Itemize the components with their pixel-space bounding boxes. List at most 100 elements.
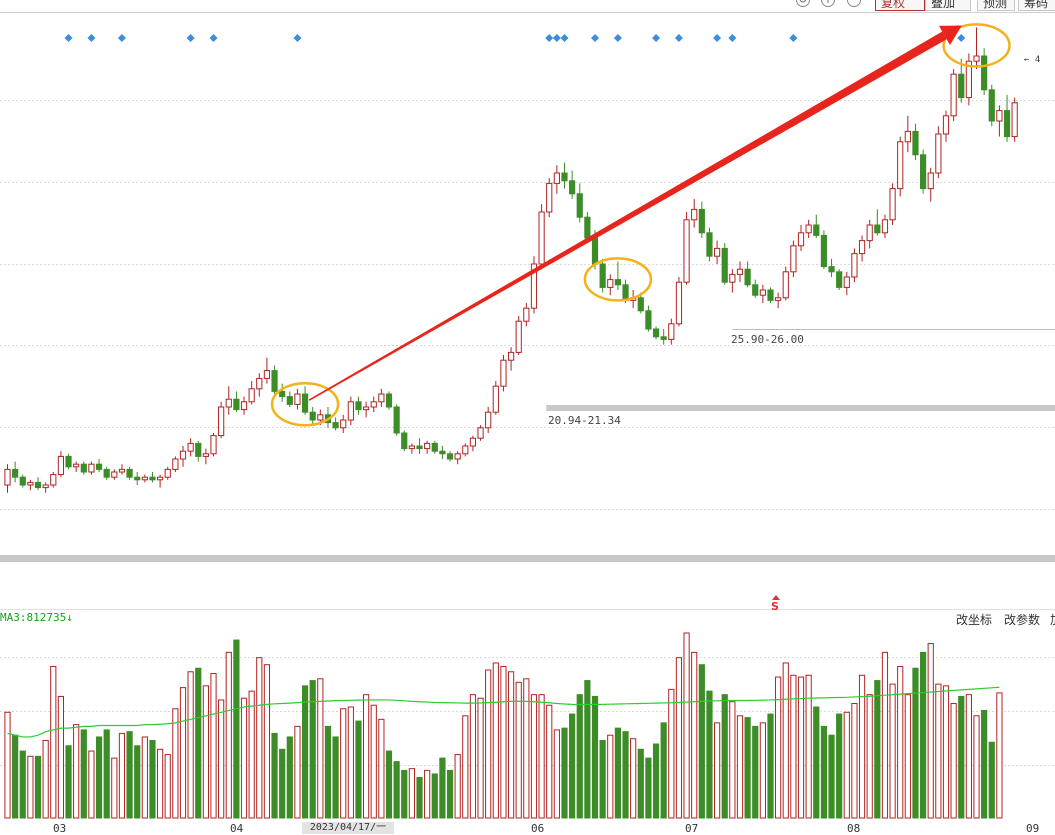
volume-bar	[622, 731, 629, 819]
volume-bar	[134, 745, 141, 819]
add-indicator-button[interactable]: 加	[1050, 611, 1055, 628]
volume-bar	[27, 755, 34, 819]
candle-body	[286, 396, 293, 405]
month-label-06: 06	[531, 822, 545, 835]
volume-bar	[706, 690, 713, 819]
candle-body	[111, 471, 118, 478]
volume-bar	[317, 678, 324, 819]
candle-body	[19, 476, 26, 486]
candle-body	[42, 484, 49, 489]
volume-bar	[721, 694, 728, 819]
candle-body	[233, 398, 240, 411]
peak-highlight-circle	[583, 257, 653, 302]
candle-body	[775, 297, 782, 301]
candle-body	[569, 180, 576, 195]
candle-body	[157, 476, 164, 481]
volume-bar	[607, 734, 614, 819]
volume-bar	[378, 718, 385, 819]
volume-bar	[912, 667, 919, 819]
volume-bar	[546, 704, 553, 819]
volume-bar	[881, 651, 889, 819]
volume-bar	[637, 748, 644, 819]
signal-dot	[117, 34, 126, 42]
signal-dot	[560, 34, 569, 42]
volume-bar	[561, 727, 568, 819]
volume-bar	[660, 722, 667, 819]
volume-bar	[981, 710, 988, 819]
candle-body	[530, 263, 538, 309]
candle-body	[256, 377, 263, 390]
volume-bar	[347, 706, 354, 819]
toolbar-button-restore[interactable]: 复权	[875, 0, 925, 11]
candle-body	[591, 237, 599, 265]
range-bands	[546, 329, 1055, 411]
volume-bar	[507, 671, 515, 819]
volume-bar	[103, 729, 110, 819]
volume-bar	[553, 729, 560, 819]
month-label-03: 03	[53, 822, 67, 835]
candle-body	[416, 445, 423, 450]
ma3-indicator: MA3:812735↓	[0, 611, 73, 624]
candle-body	[828, 266, 835, 273]
change-axis-button[interactable]: 改坐标	[956, 613, 993, 627]
panel-separator[interactable]	[0, 555, 1055, 562]
volume-bar	[942, 685, 950, 819]
change-params-button[interactable]: 改参数	[1004, 613, 1041, 627]
volume-bar	[935, 683, 942, 819]
candle-body	[920, 154, 927, 190]
signal-dot	[293, 34, 302, 42]
signal-dot	[87, 34, 96, 42]
candle-body	[454, 453, 461, 460]
candle-body	[210, 435, 217, 455]
candle-body	[57, 455, 65, 476]
candle-body	[683, 219, 690, 283]
volume-bar	[370, 704, 377, 819]
toolbar-button-overlay[interactable]: 叠加	[925, 0, 971, 11]
volume-bar	[4, 711, 11, 819]
candle-body	[95, 463, 103, 470]
candle-body	[50, 474, 57, 486]
volume-bar	[973, 715, 980, 819]
volume-bar	[141, 736, 148, 819]
candle-body	[1011, 102, 1018, 138]
candle-body	[332, 422, 339, 429]
signal-dot	[789, 34, 798, 42]
volume-bar	[355, 720, 362, 819]
ma3-polyline	[7, 686, 1000, 738]
volume-bar	[599, 739, 606, 819]
volume-bar	[454, 754, 461, 819]
candle-body	[408, 445, 415, 450]
volume-bar	[111, 757, 118, 819]
volume-bar	[782, 662, 789, 819]
candle-body	[805, 224, 812, 234]
volume-bar	[897, 665, 904, 819]
volume-bar	[500, 665, 507, 819]
volume-bar	[874, 680, 881, 819]
candle-body	[996, 110, 1003, 122]
month-label-08: 08	[847, 822, 861, 835]
candle-body	[401, 432, 408, 450]
volume-bar	[469, 694, 477, 819]
candle-body	[881, 219, 889, 234]
volume-bar	[950, 702, 957, 819]
signal-dot	[652, 34, 661, 42]
candle-body	[897, 141, 904, 190]
toolbar-button-forecast[interactable]: 预测	[977, 0, 1015, 11]
candle-body	[134, 476, 141, 481]
volume-bar	[73, 724, 80, 819]
candle-body	[424, 442, 431, 450]
trend-arrow-head	[939, 25, 962, 45]
volume-bar	[248, 690, 255, 819]
volume-bar	[57, 695, 65, 819]
candle-body	[744, 268, 751, 286]
signal-dot	[957, 34, 966, 42]
sell-signal-mark: S	[771, 595, 780, 613]
candle-body	[88, 463, 95, 473]
volume-bar	[988, 741, 995, 819]
range-band-low	[546, 405, 1055, 411]
volume-bar	[920, 651, 927, 819]
signal-dot	[728, 34, 737, 42]
toolbar-button-chips[interactable]: 筹码	[1018, 0, 1055, 11]
candle-body	[500, 359, 507, 387]
